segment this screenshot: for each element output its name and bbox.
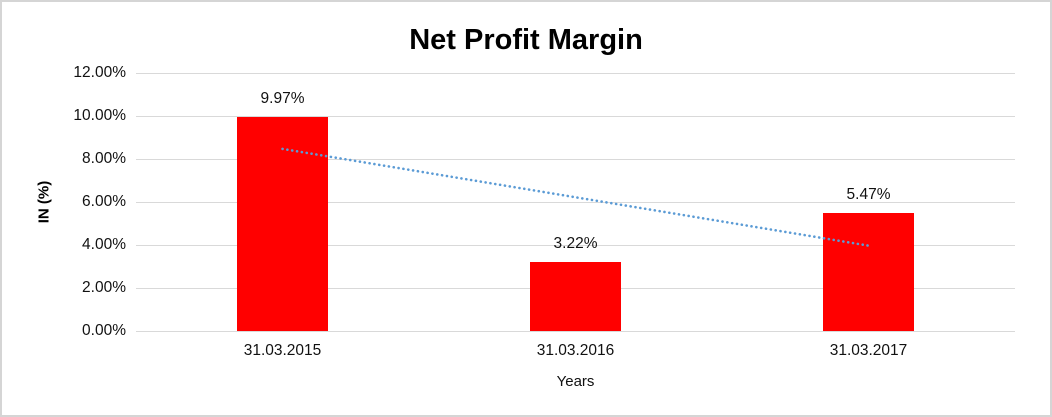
gridline bbox=[136, 115, 1015, 117]
y-tick-label: 8.00% bbox=[82, 150, 126, 167]
bar-value-label: 9.97% bbox=[260, 89, 305, 107]
bar-value-label: 5.47% bbox=[846, 186, 891, 204]
x-tick-label: 31.03.2015 bbox=[243, 342, 322, 359]
x-tick-label: 31.03.2017 bbox=[829, 342, 908, 359]
bar bbox=[823, 213, 914, 331]
bar bbox=[237, 116, 328, 331]
y-tick-label: 4.00% bbox=[82, 236, 126, 253]
chart-title: Net Profit Margin bbox=[409, 24, 643, 56]
bar bbox=[530, 261, 621, 331]
y-tick-label: 10.00% bbox=[73, 107, 126, 124]
y-tick-label: 12.00% bbox=[73, 64, 126, 81]
y-tick-label: 6.00% bbox=[82, 193, 126, 210]
gridline bbox=[136, 72, 1015, 74]
gridline bbox=[136, 330, 1015, 332]
x-axis-title: Years bbox=[556, 373, 595, 390]
y-tick-label: 0.00% bbox=[82, 322, 126, 339]
x-tick-label: 31.03.2016 bbox=[536, 342, 615, 359]
y-tick-label: 2.00% bbox=[82, 279, 126, 296]
bar-value-label: 3.22% bbox=[553, 234, 598, 252]
